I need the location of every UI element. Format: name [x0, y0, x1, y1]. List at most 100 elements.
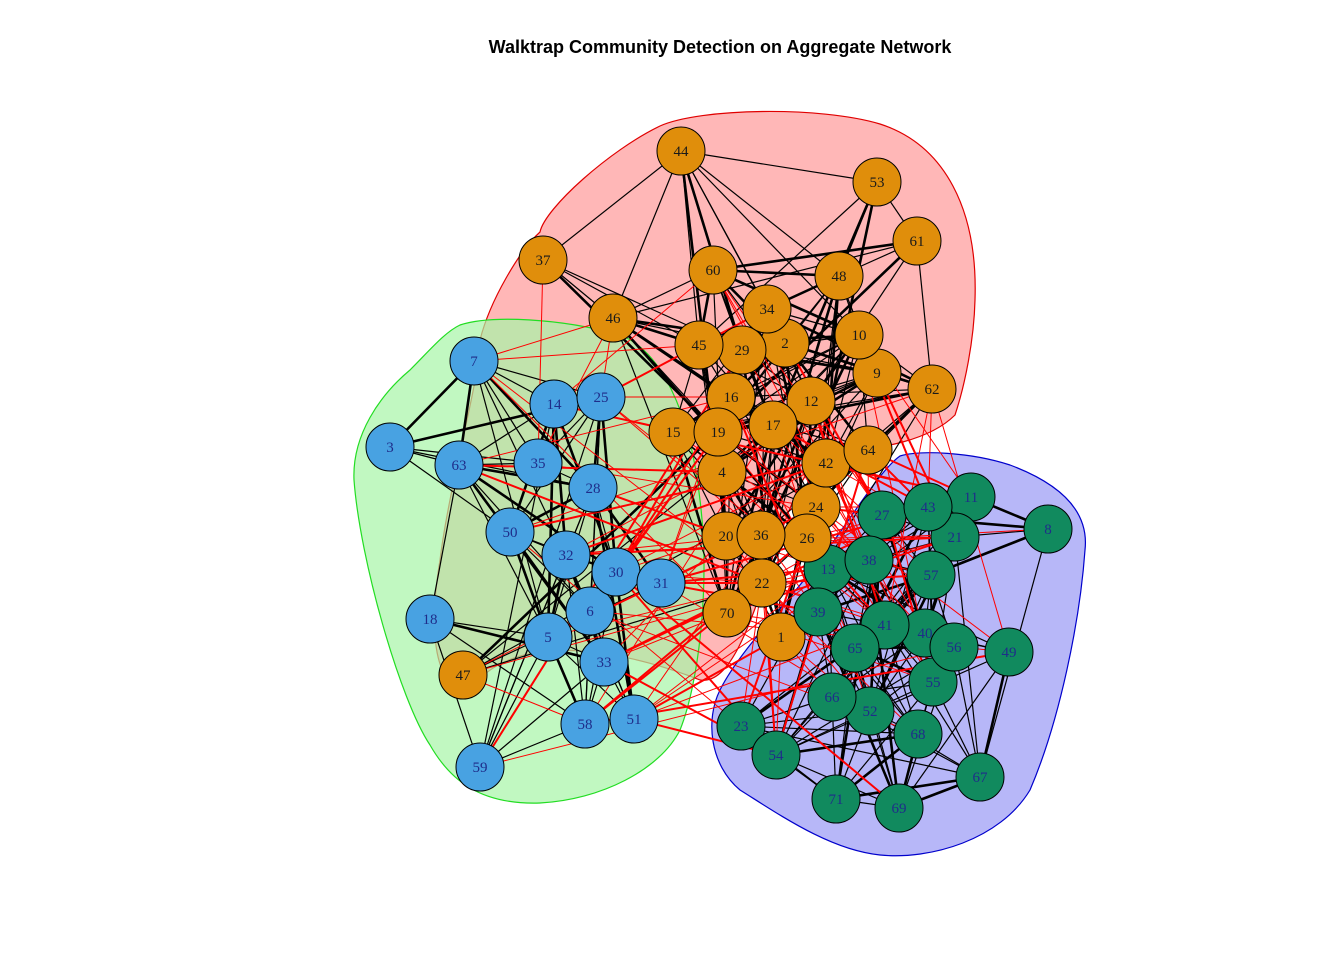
node-62[interactable]: 62: [907, 364, 957, 414]
node-19[interactable]: 19: [693, 407, 743, 457]
node-43[interactable]: 43: [903, 482, 953, 532]
node-45[interactable]: 45: [674, 320, 724, 370]
node-61[interactable]: 61: [892, 216, 942, 266]
node-66[interactable]: 66: [807, 672, 857, 722]
node-label-1: 1: [777, 630, 785, 646]
node-59[interactable]: 59: [455, 742, 505, 792]
node-23[interactable]: 23: [716, 701, 766, 751]
node-50[interactable]: 50: [485, 507, 535, 557]
node-68[interactable]: 68: [893, 709, 943, 759]
node-14[interactable]: 14: [529, 379, 579, 429]
node-circle-58: [560, 699, 610, 749]
node-42[interactable]: 42: [801, 438, 851, 488]
intra-edge-44-46: [612, 150, 682, 319]
node-69[interactable]: 69: [874, 783, 924, 833]
node-label-46: 46: [606, 311, 622, 327]
node-10[interactable]: 10: [834, 310, 884, 360]
node-label-7: 7: [470, 354, 478, 370]
node-71[interactable]: 71: [811, 774, 861, 824]
node-6[interactable]: 6: [565, 586, 615, 636]
node-label-14: 14: [547, 397, 563, 413]
node-37[interactable]: 37: [518, 235, 568, 285]
node-circle-48: [814, 251, 864, 301]
intra-edge-60-61: [712, 239, 918, 272]
node-17[interactable]: 17: [748, 400, 798, 450]
node-30[interactable]: 30: [591, 547, 641, 597]
node-48[interactable]: 48: [814, 251, 864, 301]
node-circle-61: [892, 216, 942, 266]
node-circle-63: [434, 440, 484, 490]
node-54[interactable]: 54: [751, 730, 801, 780]
node-8[interactable]: 8: [1023, 504, 1073, 554]
node-58[interactable]: 58: [560, 699, 610, 749]
node-46[interactable]: 46: [588, 293, 638, 343]
node-36[interactable]: 36: [736, 510, 786, 560]
node-35[interactable]: 35: [513, 438, 563, 488]
node-44[interactable]: 44: [656, 126, 706, 176]
node-label-65: 65: [848, 641, 863, 657]
node-53[interactable]: 53: [852, 157, 902, 207]
node-7[interactable]: 7: [449, 336, 499, 386]
intra-edge-18-63: [429, 464, 460, 620]
node-label-48: 48: [832, 269, 847, 285]
node-circle-37: [518, 235, 568, 285]
intra-edge-32-58: [565, 554, 586, 725]
node-18[interactable]: 18: [405, 594, 455, 644]
node-28[interactable]: 28: [568, 463, 618, 513]
intra-edge-38-54: [775, 559, 870, 756]
node-label-18: 18: [423, 612, 438, 628]
node-label-68: 68: [911, 727, 926, 743]
node-33[interactable]: 33: [579, 637, 629, 687]
node-32[interactable]: 32: [541, 530, 591, 580]
node-circle-49: [984, 627, 1034, 677]
node-56[interactable]: 56: [929, 622, 979, 672]
node-49[interactable]: 49: [984, 627, 1034, 677]
node-31[interactable]: 31: [636, 558, 686, 608]
node-label-24: 24: [809, 500, 825, 516]
node-circle-66: [807, 672, 857, 722]
node-label-17: 17: [766, 418, 782, 434]
intra-edge-33-59: [479, 661, 605, 768]
node-67[interactable]: 67: [955, 752, 1005, 802]
node-47[interactable]: 47: [438, 650, 488, 700]
node-12[interactable]: 12: [786, 376, 836, 426]
node-22[interactable]: 22: [737, 558, 787, 608]
node-64[interactable]: 64: [843, 425, 893, 475]
node-11[interactable]: 11: [946, 472, 996, 522]
node-51[interactable]: 51: [609, 694, 659, 744]
node-55[interactable]: 55: [908, 657, 958, 707]
node-circle-56: [929, 622, 979, 672]
node-5[interactable]: 5: [523, 612, 573, 662]
node-label-2: 2: [781, 336, 789, 352]
node-label-60: 60: [706, 263, 721, 279]
node-15[interactable]: 15: [648, 407, 698, 457]
node-label-58: 58: [578, 717, 593, 733]
node-25[interactable]: 25: [576, 372, 626, 422]
node-label-26: 26: [800, 531, 816, 547]
node-1[interactable]: 1: [756, 612, 806, 662]
inter-edge-11-14: [553, 403, 972, 498]
intra-edge-25-59: [479, 396, 602, 768]
node-circle-68: [893, 709, 943, 759]
node-26[interactable]: 26: [782, 513, 832, 563]
node-52[interactable]: 52: [845, 686, 895, 736]
node-circle-3: [365, 422, 415, 472]
node-20[interactable]: 20: [701, 511, 751, 561]
node-60[interactable]: 60: [688, 245, 738, 295]
node-34[interactable]: 34: [742, 284, 792, 334]
node-63[interactable]: 63: [434, 440, 484, 490]
node-3[interactable]: 3: [365, 422, 415, 472]
node-label-40: 40: [918, 626, 933, 642]
node-29[interactable]: 29: [717, 325, 767, 375]
node-circle-7: [449, 336, 499, 386]
node-label-9: 9: [873, 366, 881, 382]
node-label-30: 30: [609, 565, 624, 581]
node-27[interactable]: 27: [857, 490, 907, 540]
inter-edge-7-45: [473, 344, 700, 362]
intra-edge-44-45: [680, 150, 700, 346]
node-57[interactable]: 57: [906, 550, 956, 600]
node-70[interactable]: 70: [702, 588, 752, 638]
node-39[interactable]: 39: [793, 587, 843, 637]
node-38[interactable]: 38: [844, 535, 894, 585]
node-65[interactable]: 65: [830, 623, 880, 673]
